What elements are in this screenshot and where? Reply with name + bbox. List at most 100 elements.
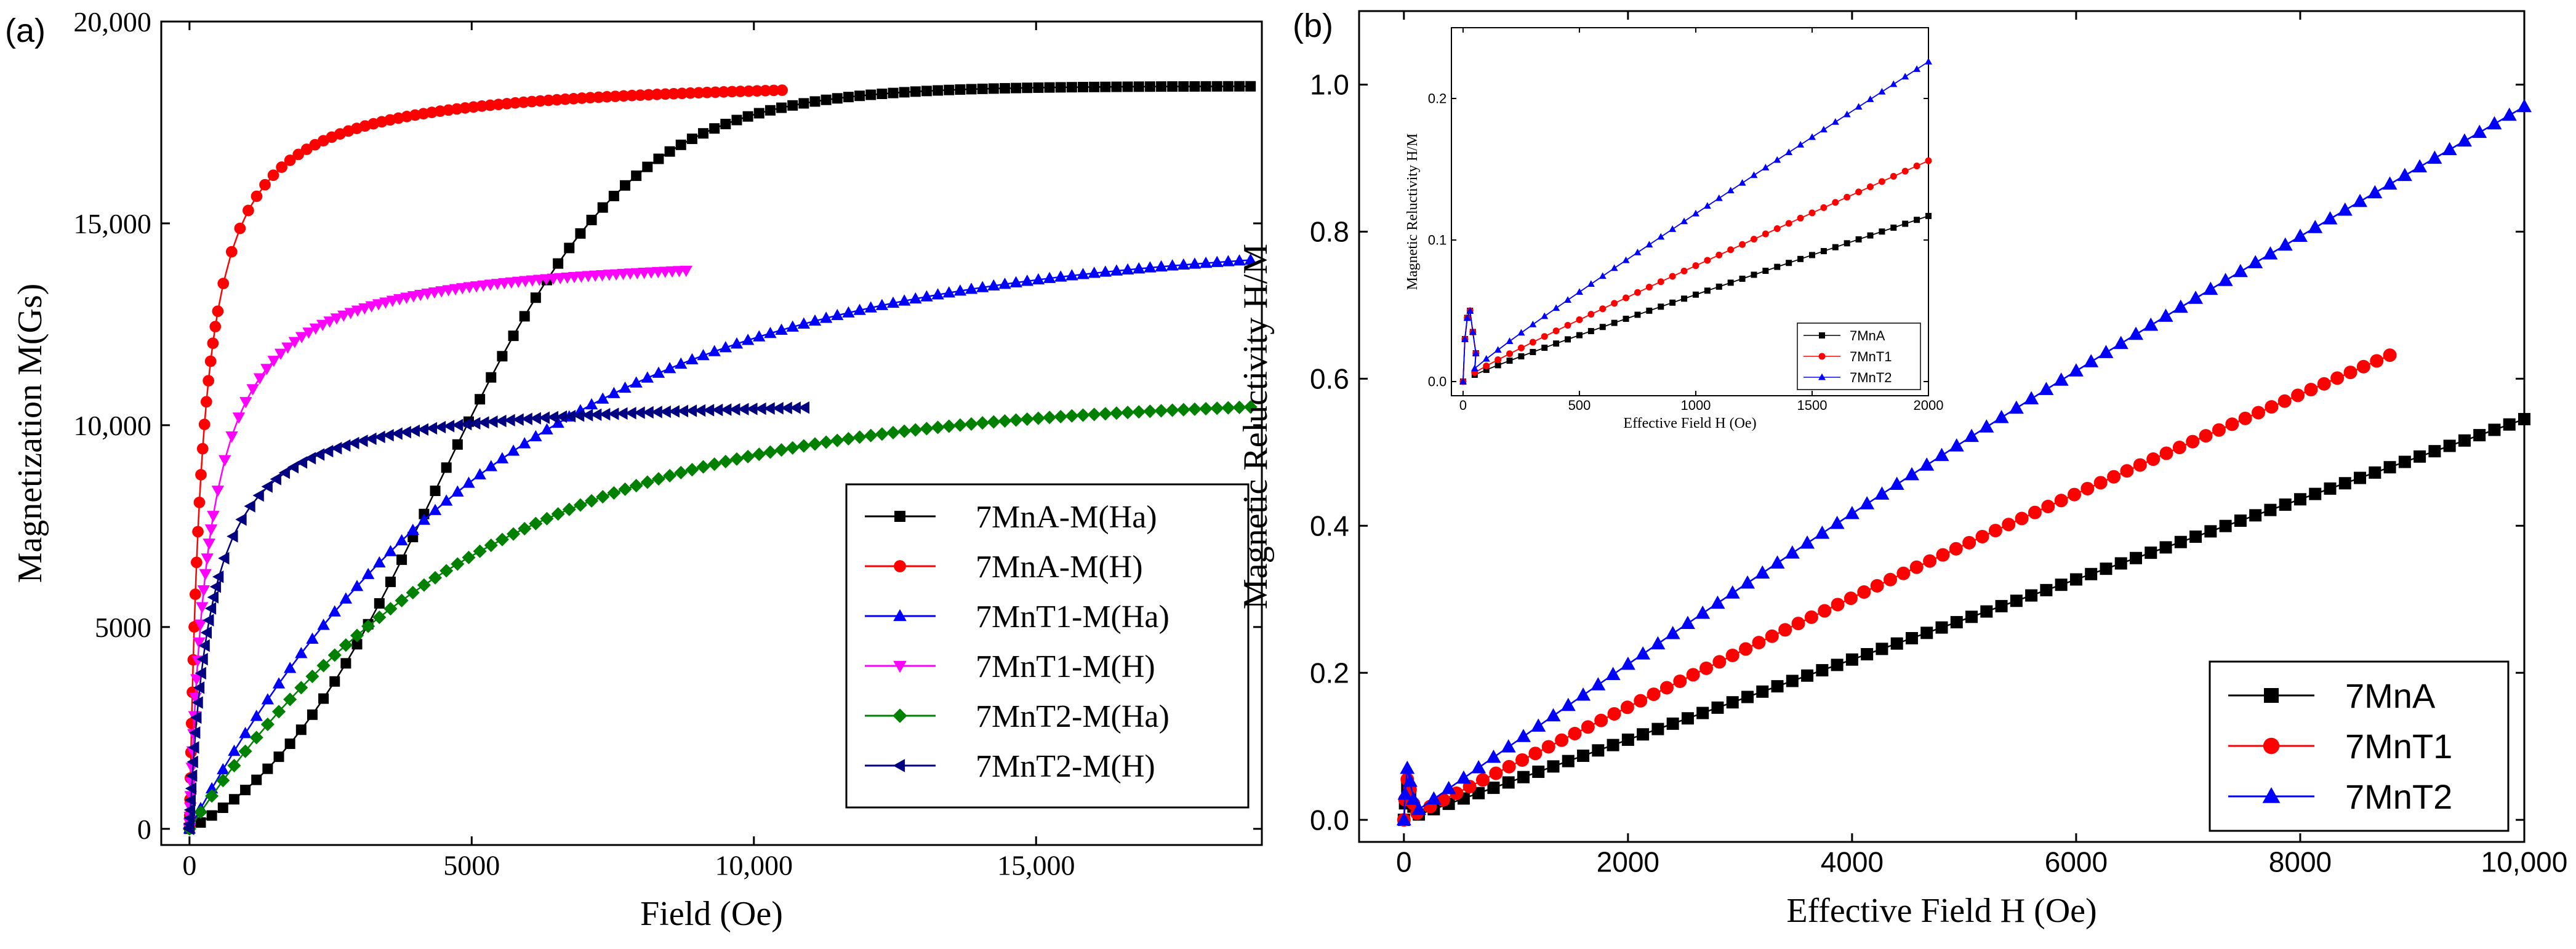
- data-point: [1657, 233, 1665, 240]
- data-point: [238, 744, 252, 758]
- plot-frame: [160, 20, 1263, 846]
- data-point: [2473, 429, 2486, 442]
- data-point: [2113, 335, 2129, 350]
- data-point: [2015, 511, 2029, 526]
- data-point: [1528, 747, 1543, 761]
- data-point: [204, 524, 218, 536]
- data-point: [1902, 220, 1909, 227]
- data-point: [508, 330, 519, 342]
- data-point: [1647, 687, 1661, 702]
- data-point: [339, 638, 353, 652]
- data-point: [712, 403, 723, 417]
- data-point: [365, 432, 377, 446]
- data-point: [344, 308, 357, 319]
- data-point: [2158, 308, 2173, 322]
- data-point: [585, 398, 598, 410]
- data-point: [451, 557, 465, 571]
- data-point: [328, 605, 341, 617]
- data-point: [253, 373, 267, 385]
- data-point: [382, 428, 394, 442]
- data-point: [608, 407, 619, 420]
- data-point: [1692, 291, 1699, 298]
- data-point: [1065, 269, 1078, 281]
- data-point: [373, 556, 386, 567]
- data-point: [1144, 81, 1155, 92]
- x-tick-label: 6000: [2045, 846, 2108, 878]
- data-point: [1750, 236, 1757, 243]
- data-point: [1043, 271, 1056, 283]
- data-point: [2098, 345, 2114, 358]
- data-point: [1878, 87, 1886, 95]
- data-point: [1032, 273, 1045, 285]
- data-point: [909, 292, 922, 304]
- data-point: [462, 476, 475, 488]
- data-point: [2203, 281, 2218, 295]
- data-point: [1770, 555, 1785, 569]
- data-point: [596, 490, 610, 504]
- data-point: [2343, 366, 2357, 380]
- data-point: [250, 710, 263, 721]
- data-point: [897, 294, 911, 306]
- data-point: [1762, 230, 1769, 238]
- data-point: [1913, 162, 1920, 170]
- data-point: [2317, 377, 2331, 391]
- data-point: [2428, 445, 2441, 458]
- data-point: [718, 86, 730, 98]
- data-point: [1936, 548, 1950, 562]
- data-point: [685, 404, 697, 417]
- data-point: [1914, 217, 1920, 223]
- data-point: [720, 119, 731, 130]
- data-point: [780, 401, 792, 415]
- data-point: [1221, 401, 1235, 415]
- data-point: [473, 468, 486, 479]
- data-point: [1576, 332, 1583, 338]
- data-point: [395, 534, 408, 546]
- data-point: [988, 83, 999, 94]
- data-point: [1844, 240, 1850, 247]
- data-point: [875, 427, 889, 441]
- data-point: [425, 422, 438, 435]
- data-point: [2293, 493, 2306, 506]
- data-point: [200, 626, 212, 639]
- data-point: [1576, 687, 1591, 701]
- data-point: [190, 674, 203, 686]
- data-point: [2146, 452, 2161, 466]
- data-point: [1820, 126, 1828, 133]
- data-point: [260, 717, 275, 731]
- x-tick-label: 15,000: [997, 849, 1075, 881]
- data-point: [1133, 81, 1144, 92]
- data-point: [287, 460, 299, 474]
- data-point: [1121, 406, 1135, 420]
- data-point: [428, 571, 443, 585]
- data-point: [653, 153, 664, 164]
- data-point: [540, 511, 554, 526]
- data-point: [1634, 311, 1641, 318]
- data-point: [734, 86, 747, 97]
- data-point: [1820, 204, 1828, 211]
- data-point: [518, 521, 532, 536]
- data-point: [2080, 481, 2095, 495]
- data-point: [249, 731, 263, 745]
- data-point: [753, 108, 764, 119]
- data-point: [2069, 573, 2082, 586]
- data-point: [476, 100, 488, 112]
- data-point: [760, 84, 771, 97]
- data-point: [1243, 400, 1258, 414]
- data-point: [439, 494, 453, 506]
- data-point: [348, 436, 359, 450]
- legend-label: 7MnT2-M(H): [976, 749, 1155, 784]
- data-point: [899, 87, 910, 98]
- data-point: [196, 602, 209, 614]
- data-point: [203, 539, 215, 550]
- legend-marker: [1819, 332, 1825, 338]
- data-point: [189, 726, 201, 739]
- data-point: [1879, 228, 1885, 235]
- data-point: [495, 532, 509, 547]
- x-tick-label: 500: [1568, 398, 1591, 413]
- series-line: [1463, 160, 1929, 382]
- data-point: [195, 817, 206, 828]
- data-point: [1818, 604, 1832, 618]
- data-point: [787, 100, 798, 111]
- data-point: [768, 84, 780, 97]
- data-point: [1832, 199, 1839, 206]
